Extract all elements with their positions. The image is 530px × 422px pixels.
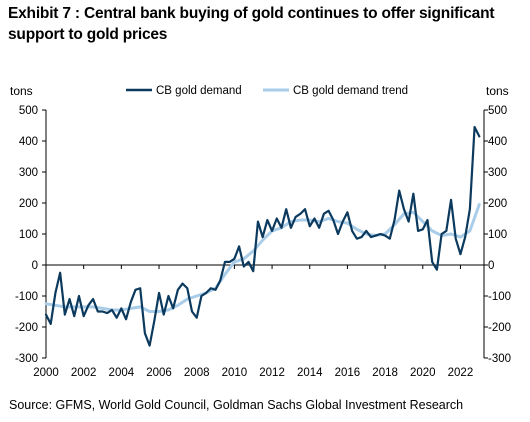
x-tick-label: 2008 (184, 367, 210, 379)
x-tick-label: 2010 (222, 367, 248, 379)
x-tick-label: 2018 (372, 367, 398, 379)
left-y-tick-label: 200 (19, 198, 38, 210)
left-y-tick-label: -200 (15, 322, 38, 334)
series-line-cb-gold-demand (44, 125, 481, 347)
axes: -300 -300 -200 -200 -100 -100 0 0 100 100 200 200 30… (10, 84, 511, 379)
right-y-tick-label: 0 (488, 260, 494, 272)
legend: CB gold demand CB gold demand trend (126, 85, 408, 97)
right-axis-unit: tons (486, 84, 509, 98)
left-y-tick-label: 100 (19, 229, 38, 241)
legend-label: CB gold demand (156, 85, 242, 97)
chart-title: Exhibit 7 : Central bank buying of gold … (8, 5, 495, 43)
left-y-tick-label: -100 (15, 291, 38, 303)
left-y-tick-label: 500 (19, 105, 38, 117)
x-tick-label: 2012 (259, 367, 285, 379)
right-y-tick-label: -100 (488, 291, 511, 303)
right-y-tick-label: 500 (488, 105, 507, 117)
legend-item-cb-gold-demand: CB gold demand (126, 85, 242, 97)
x-tick-label: 2000 (33, 367, 59, 379)
x-tick-label: 2006 (146, 367, 172, 379)
right-y-tick-label: 200 (488, 198, 507, 210)
x-tick-label: 2022 (448, 367, 474, 379)
series-layer (44, 125, 481, 347)
left-y-tick-label: 0 (32, 260, 38, 272)
legend-label: CB gold demand trend (293, 85, 408, 97)
legend-item-cb-gold-demand-trend: CB gold demand trend (263, 85, 408, 97)
left-y-tick-label: -300 (15, 353, 38, 365)
left-axis-unit: tons (10, 84, 33, 98)
right-y-tick-label: -200 (488, 322, 511, 334)
source-note: Source: GFMS, World Gold Council, Goldma… (9, 398, 464, 412)
x-tick-label: 2016 (335, 367, 361, 379)
right-y-tick-label: -300 (488, 353, 511, 365)
left-y-tick-label: 300 (19, 167, 38, 179)
x-tick-label: 2020 (410, 367, 436, 379)
series-line-cb-gold-demand-trend (44, 203, 481, 313)
right-y-tick-label: 400 (488, 136, 507, 148)
x-tick-label: 2004 (109, 367, 135, 379)
x-tick-label: 2014 (297, 367, 323, 379)
left-y-tick-label: 400 (19, 136, 38, 148)
right-y-tick-label: 300 (488, 167, 507, 179)
right-y-tick-label: 100 (488, 229, 507, 241)
x-tick-label: 2002 (71, 367, 97, 379)
